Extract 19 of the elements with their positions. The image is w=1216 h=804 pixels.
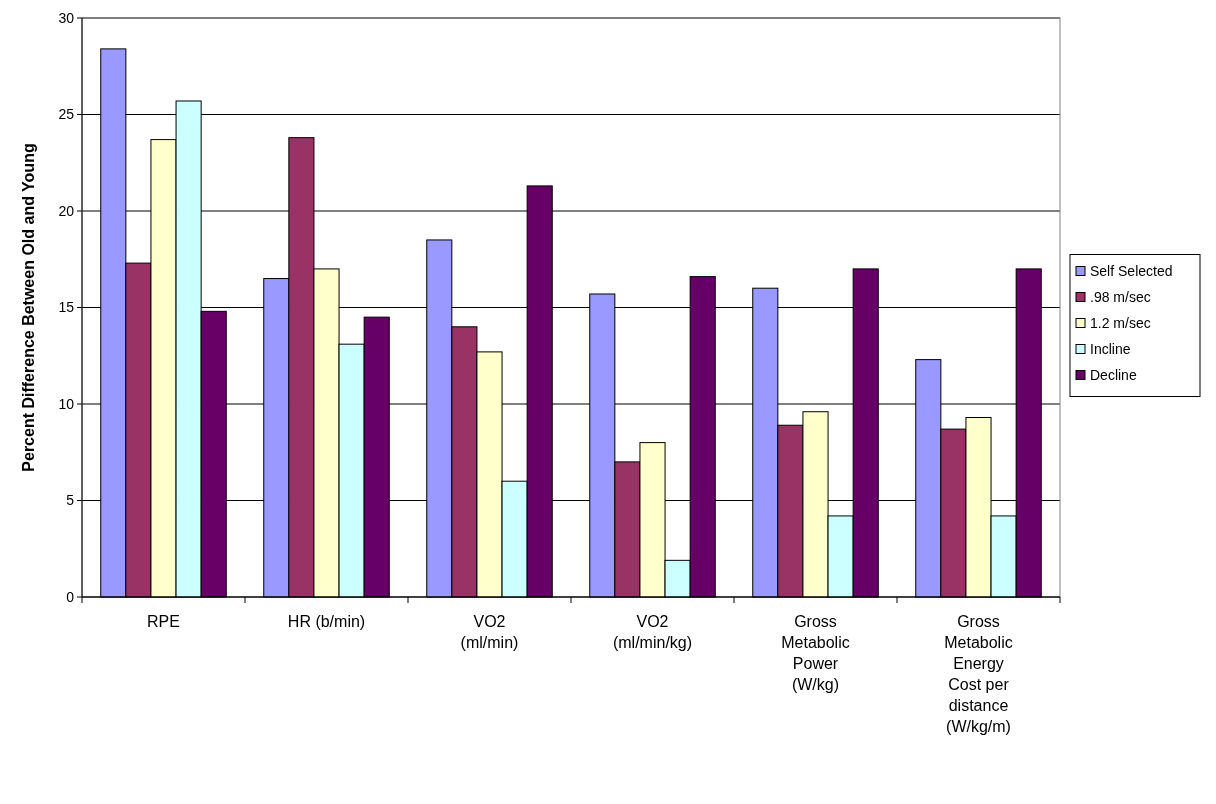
legend-label: 1.2 m/sec [1090, 315, 1151, 332]
legend-label: Incline [1090, 341, 1131, 358]
legend-label: Self Selected [1090, 263, 1173, 280]
legend-label: .98 m/sec [1090, 289, 1151, 306]
x-tick-label: Gross Metabolic Power (W/kg) [781, 613, 850, 693]
y-tick-label: 25 [58, 106, 75, 123]
x-tick-label: VO2 (ml/min) [460, 613, 519, 651]
y-tick-label: 0 [66, 588, 75, 605]
y-tick-label: 15 [58, 299, 75, 316]
y-tick-label: 30 [58, 9, 75, 26]
y-axis-title: Percent Difference Between Old and Young [20, 143, 37, 472]
y-tick-label: 5 [66, 492, 75, 509]
legend-label: Decline [1090, 367, 1137, 384]
x-tick-label: HR (b/min) [287, 613, 366, 630]
x-tick-label: VO2 (ml/min/kg) [612, 613, 693, 651]
x-tick-label: Gross Metabolic Energy Cost per distance (W/kg/m) [944, 613, 1013, 735]
y-tick-label: 10 [58, 395, 75, 412]
y-tick-label: 20 [58, 202, 75, 219]
x-tick-label: RPE [147, 613, 180, 630]
